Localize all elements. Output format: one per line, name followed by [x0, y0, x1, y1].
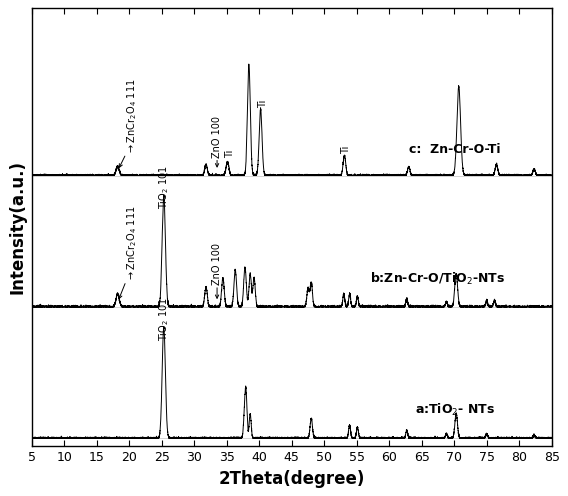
Text: ZnO 100: ZnO 100: [212, 116, 222, 158]
Text: a:TiO$_2$- NTs: a:TiO$_2$- NTs: [415, 402, 495, 419]
Text: TiO$_2$ 101: TiO$_2$ 101: [157, 297, 170, 341]
X-axis label: 2Theta(degree): 2Theta(degree): [219, 470, 365, 488]
Text: Ti: Ti: [258, 100, 268, 108]
Text: c:  Zn-Cr-O-Ti: c: Zn-Cr-O-Ti: [409, 143, 500, 156]
Text: TiO$_2$ 101: TiO$_2$ 101: [157, 166, 170, 209]
Text: $\rightarrow$ZnCr$_2$O$_4$ 111: $\rightarrow$ZnCr$_2$O$_4$ 111: [126, 78, 140, 154]
Y-axis label: Intensity(a.u.): Intensity(a.u.): [9, 160, 26, 294]
Text: Ti: Ti: [341, 145, 352, 154]
Text: Ti: Ti: [225, 149, 235, 158]
Text: ZnO 100: ZnO 100: [212, 243, 222, 285]
Text: $\rightarrow$ZnCr$_2$O$_4$ 111: $\rightarrow$ZnCr$_2$O$_4$ 111: [126, 205, 140, 281]
Text: b:Zn-Cr-O/TiO$_2$-NTs: b:Zn-Cr-O/TiO$_2$-NTs: [370, 271, 505, 287]
